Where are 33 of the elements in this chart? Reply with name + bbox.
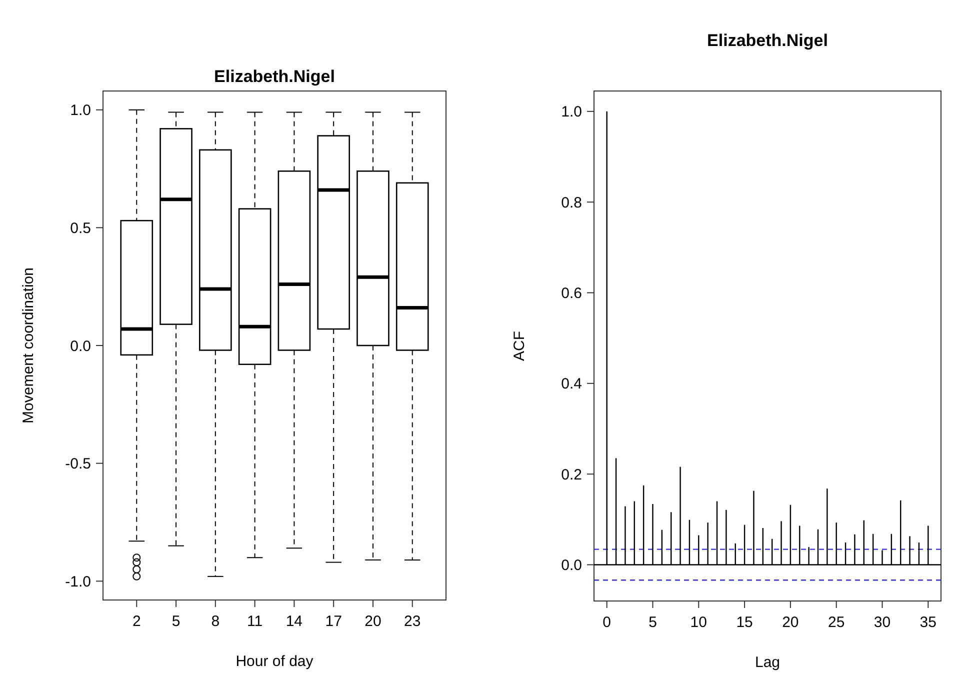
y-axis-title: Movement coordination xyxy=(20,268,37,424)
x-axis-title: Hour of day xyxy=(236,653,314,670)
x-tick-label: 10 xyxy=(690,614,707,631)
x-tick-label: 20 xyxy=(364,613,382,630)
chart-title: Elizabeth.Nigel xyxy=(707,31,828,50)
y-tick-label: 1.0 xyxy=(561,104,582,121)
y-axis-title: ACF xyxy=(511,331,528,361)
x-tick-label: 0 xyxy=(602,614,612,631)
chart-title: Elizabeth.Nigel xyxy=(214,67,335,86)
x-tick-label: 5 xyxy=(172,613,180,630)
x-tick-label: 14 xyxy=(286,613,303,630)
x-tick-label: 11 xyxy=(247,613,263,630)
x-tick-label: 25 xyxy=(828,614,845,631)
y-tick-label: 0.0 xyxy=(70,338,91,355)
x-tick-label: 20 xyxy=(782,614,799,631)
x-tick-label: 2 xyxy=(132,613,141,630)
x-axis-title: Lag xyxy=(754,654,780,671)
x-tick-label: 23 xyxy=(404,613,421,630)
y-tick-label: 0.6 xyxy=(561,284,582,302)
y-tick-label: -1.0 xyxy=(65,573,91,590)
y-tick-label: 1.0 xyxy=(70,102,91,120)
x-tick-label: 15 xyxy=(736,614,753,631)
x-tick-label: 17 xyxy=(325,613,342,630)
y-tick-label: 0.8 xyxy=(561,194,582,212)
y-tick-label: 0.5 xyxy=(70,220,91,237)
x-tick-label: 5 xyxy=(648,614,657,631)
x-tick-label: 35 xyxy=(920,614,936,631)
x-tick-label: 8 xyxy=(211,613,220,630)
y-tick-label: 0.4 xyxy=(561,376,582,393)
y-tick-label: 0.2 xyxy=(561,466,582,484)
x-tick-label: 30 xyxy=(874,614,891,631)
y-tick-label: -0.5 xyxy=(65,456,91,473)
y-tick-label: 0.0 xyxy=(561,556,582,574)
